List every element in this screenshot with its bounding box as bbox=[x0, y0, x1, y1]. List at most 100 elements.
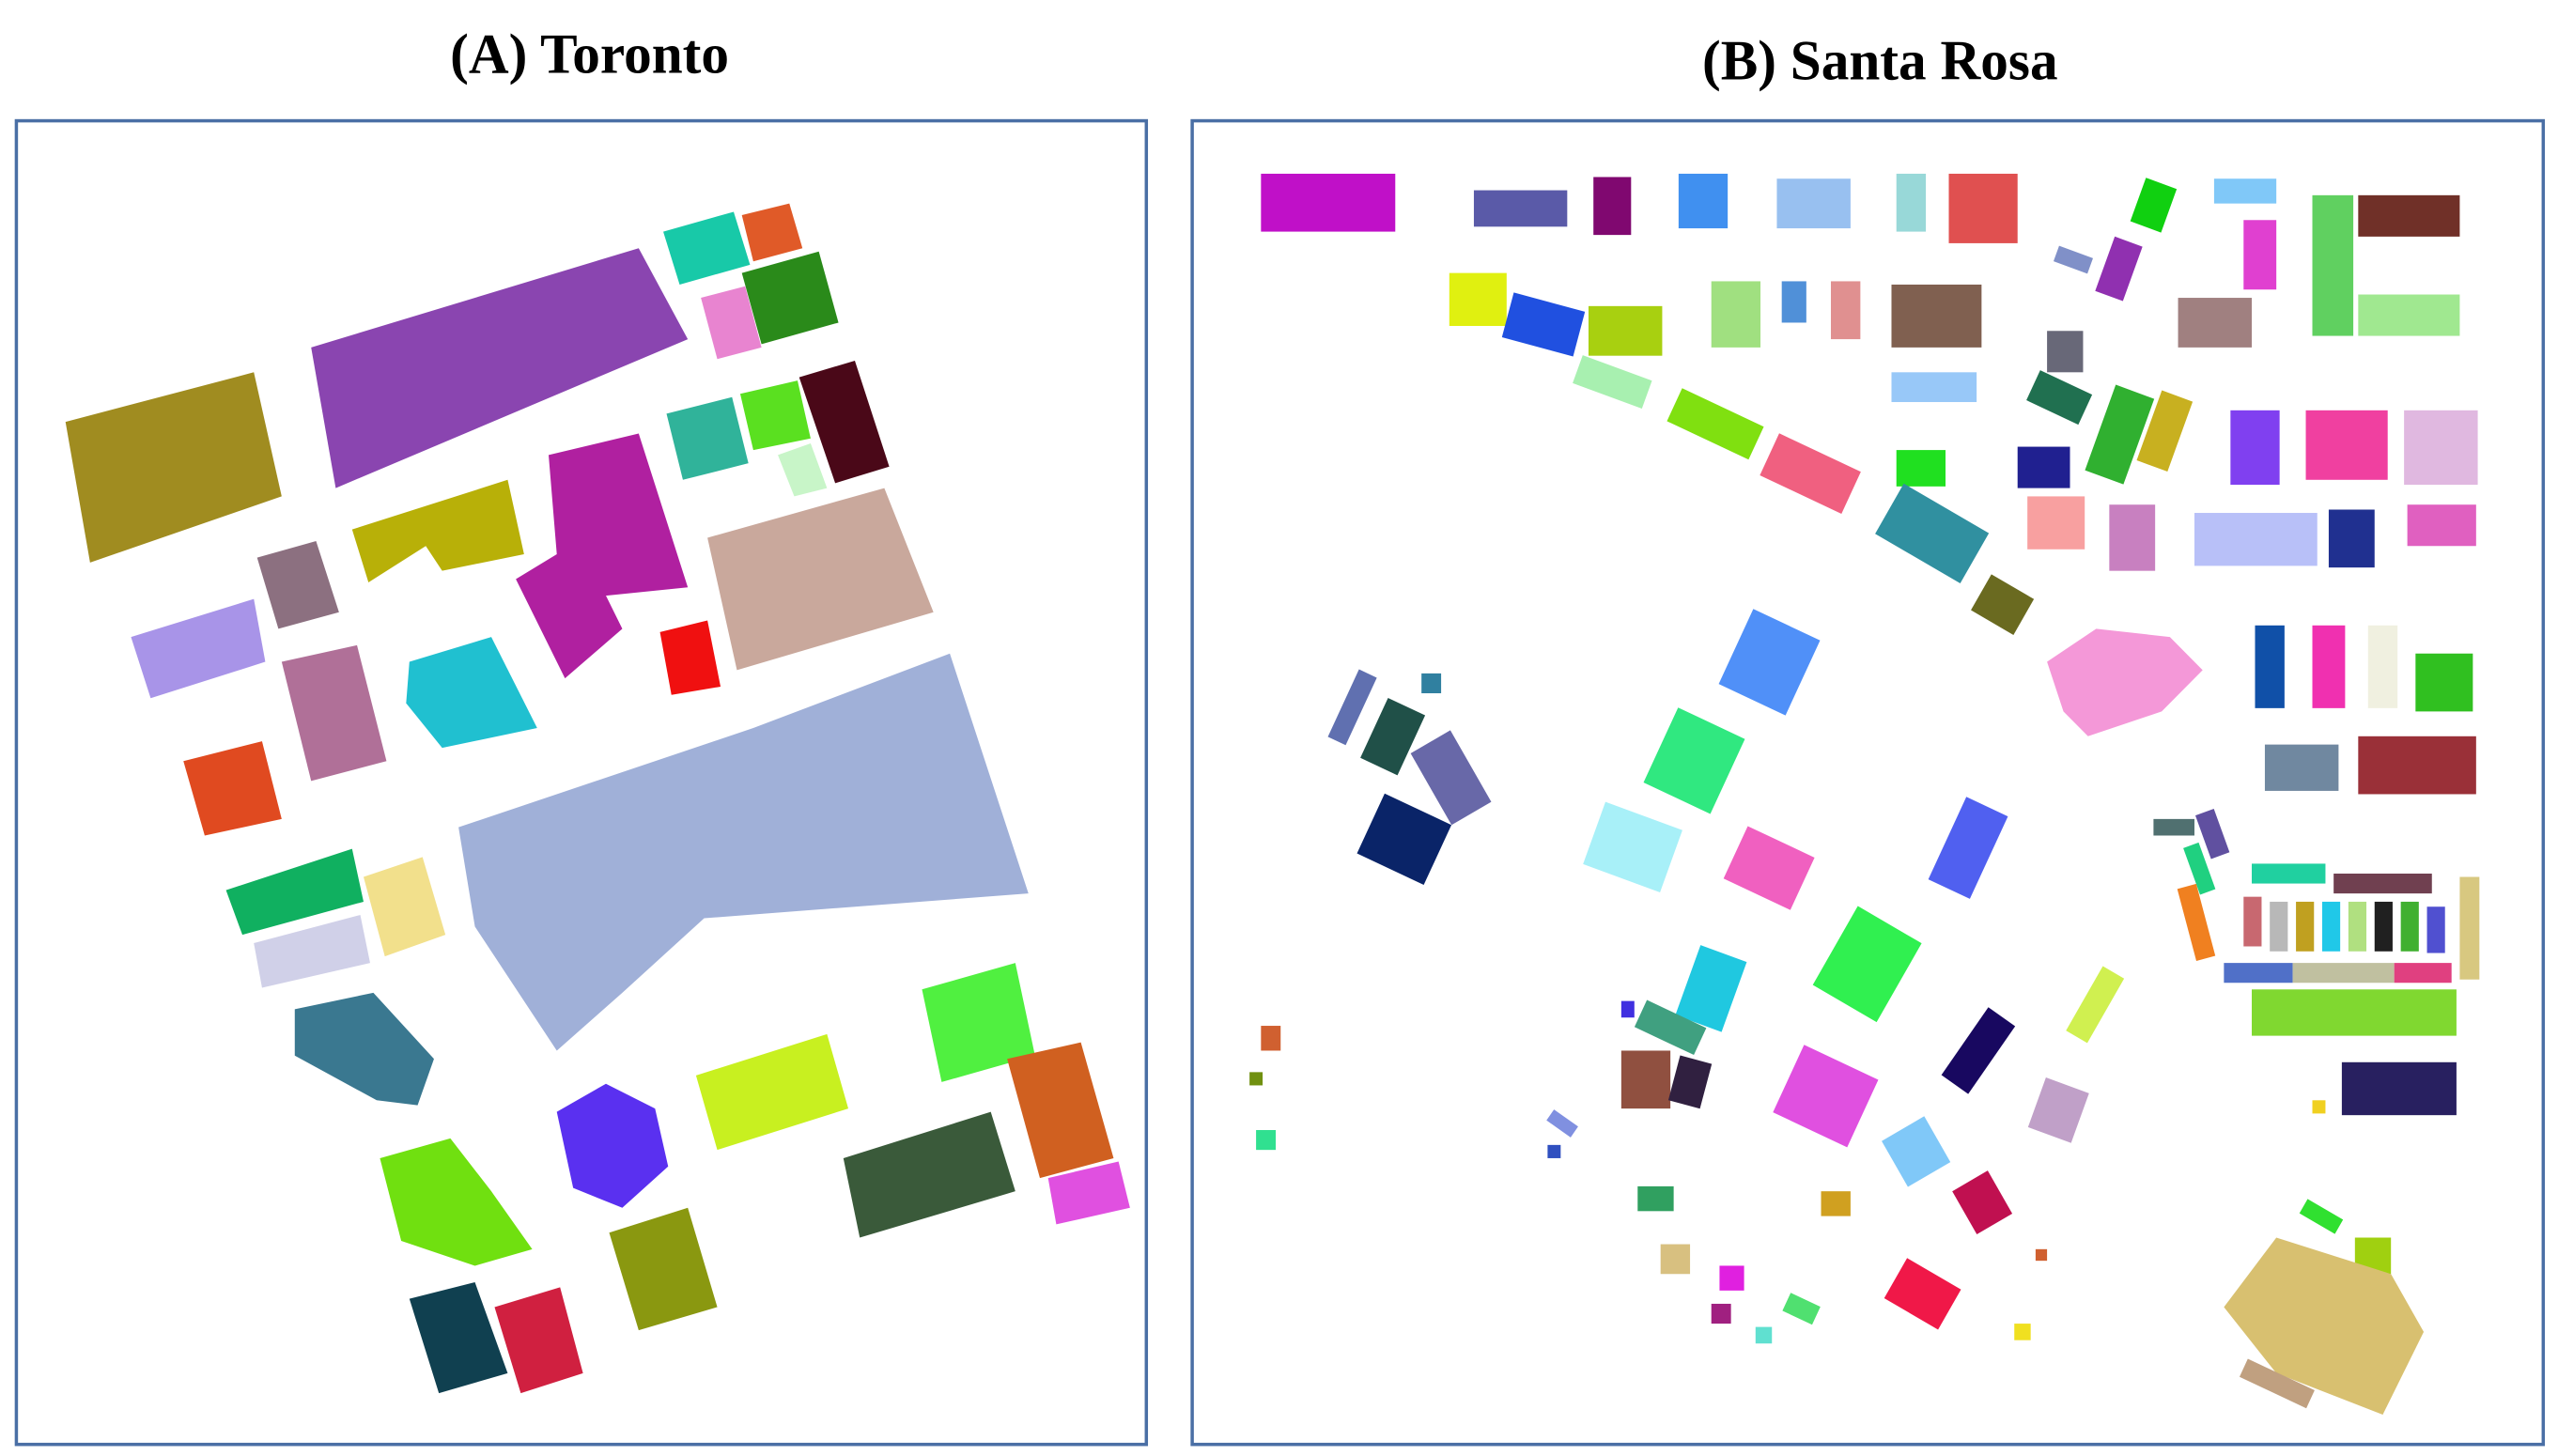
building-footprint bbox=[1593, 177, 1632, 236]
building-footprint bbox=[1357, 793, 1452, 886]
building-footprint bbox=[1928, 797, 2008, 899]
building-footprint bbox=[2341, 1061, 2457, 1116]
building-footprint bbox=[1473, 190, 1568, 227]
building-footprint bbox=[1007, 1042, 1114, 1179]
building-footprint bbox=[2255, 625, 2285, 708]
building-footprint bbox=[2312, 194, 2354, 336]
building-footprint bbox=[1884, 1258, 1961, 1330]
building-footprint bbox=[1667, 388, 1764, 460]
building-footprint bbox=[406, 637, 537, 749]
building-footprint bbox=[2026, 370, 2093, 426]
building-footprint bbox=[695, 1033, 849, 1151]
building-footprint bbox=[2292, 963, 2395, 984]
building-footprint bbox=[1896, 173, 1927, 232]
building-footprint bbox=[2053, 245, 2093, 274]
building-footprint bbox=[2085, 384, 2155, 485]
building-footprint bbox=[1891, 284, 1982, 348]
building-footprint bbox=[1261, 173, 1396, 232]
building-footprint bbox=[666, 396, 749, 480]
building-footprint bbox=[2027, 496, 2085, 550]
building-footprint bbox=[2358, 294, 2460, 336]
building-footprint bbox=[281, 644, 387, 782]
building-footprint bbox=[1941, 1007, 2016, 1094]
building-footprint bbox=[2321, 901, 2341, 952]
building-footprint bbox=[778, 443, 828, 497]
building-footprint bbox=[2136, 390, 2194, 472]
building-footprint bbox=[1830, 281, 1861, 340]
building-footprint bbox=[1421, 673, 1442, 694]
building-footprint bbox=[2017, 446, 2070, 488]
building-footprint bbox=[2194, 808, 2230, 860]
building-footprint bbox=[707, 488, 934, 671]
panel-frame bbox=[14, 118, 1149, 1447]
building-footprint bbox=[2047, 331, 2084, 373]
building-footprint bbox=[2213, 178, 2277, 204]
building-footprint bbox=[1711, 1303, 1731, 1324]
building-footprint bbox=[2400, 901, 2419, 952]
building-footprint bbox=[2312, 625, 2346, 708]
building-footprint bbox=[1637, 1185, 1674, 1212]
building-footprint bbox=[2177, 883, 2216, 961]
building-footprint bbox=[2404, 410, 2478, 486]
building-footprint bbox=[2243, 896, 2262, 947]
building-footprint bbox=[2183, 842, 2216, 895]
building-footprint bbox=[1821, 1191, 1851, 1216]
building-footprint bbox=[1583, 801, 1682, 892]
building-footprint bbox=[2305, 410, 2388, 480]
building-footprint bbox=[922, 963, 1035, 1082]
building-footprint bbox=[311, 248, 689, 488]
building-footprint bbox=[2109, 504, 2156, 571]
building-footprint bbox=[1773, 1045, 1879, 1148]
building-footprint bbox=[1755, 1326, 1773, 1344]
building-footprint bbox=[1546, 1109, 1578, 1138]
building-footprint bbox=[1667, 1055, 1713, 1109]
building-footprint bbox=[1711, 281, 1761, 348]
building-footprint bbox=[1948, 173, 2018, 243]
building-footprint bbox=[739, 380, 811, 451]
building-footprint bbox=[1675, 945, 1747, 1032]
building-footprint bbox=[2239, 1358, 2315, 1409]
building-footprint bbox=[2178, 298, 2253, 348]
building-footprint bbox=[2367, 625, 2398, 708]
building-footprint bbox=[2230, 410, 2280, 486]
building-footprint bbox=[294, 992, 434, 1106]
building-footprint bbox=[741, 251, 839, 345]
building-footprint bbox=[2194, 513, 2318, 566]
building-footprint bbox=[131, 598, 266, 699]
building-footprint bbox=[609, 1207, 718, 1331]
building-footprint bbox=[225, 848, 364, 936]
building-footprint bbox=[2348, 901, 2367, 952]
building-footprint bbox=[2035, 1248, 2048, 1262]
building-footprint bbox=[1547, 1144, 1561, 1158]
building-footprint bbox=[1410, 730, 1492, 826]
building-footprint bbox=[2270, 901, 2288, 952]
building-footprint bbox=[1643, 707, 1745, 814]
panel-title: (B) Santa Rosa bbox=[1702, 29, 2058, 91]
building-footprint bbox=[741, 203, 803, 262]
building-footprint bbox=[1256, 1130, 1277, 1151]
building-footprint bbox=[2333, 874, 2432, 894]
building-footprint bbox=[1261, 1026, 1281, 1051]
building-footprint bbox=[1249, 1072, 1263, 1086]
building-footprint bbox=[2426, 906, 2445, 953]
building-footprint bbox=[1327, 669, 1377, 746]
building-footprint bbox=[798, 360, 890, 484]
building-footprint bbox=[1660, 1244, 1691, 1275]
building-footprint bbox=[380, 1138, 533, 1266]
building-footprint bbox=[1776, 178, 1851, 229]
building-footprint bbox=[1971, 574, 2035, 635]
building-footprint bbox=[1449, 272, 1507, 326]
building-footprint bbox=[1588, 305, 1663, 356]
panel-title: (A) Toronto bbox=[450, 23, 729, 85]
building-footprint bbox=[2299, 1199, 2344, 1234]
building-footprint bbox=[2358, 736, 2476, 795]
building-footprint bbox=[1047, 1161, 1130, 1225]
building-footprint bbox=[458, 653, 1029, 1051]
building-footprint bbox=[2328, 509, 2375, 568]
building-footprint bbox=[2153, 818, 2194, 836]
building-footprint bbox=[494, 1287, 583, 1394]
building-footprint bbox=[1812, 906, 1922, 1023]
building-footprint bbox=[2415, 653, 2473, 712]
building-footprint bbox=[1896, 450, 1946, 487]
